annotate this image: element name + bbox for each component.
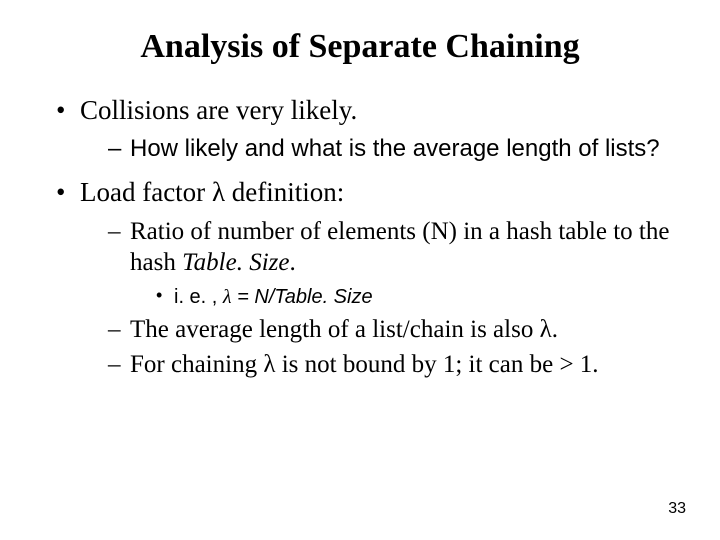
sub-ratio: Ratio of number of elements (N) in a has… [108, 216, 670, 311]
sub-how-likely: How likely and what is the average lengt… [108, 134, 670, 164]
bullet-collisions-text: Collisions are very likely. [80, 95, 357, 125]
lambda-symbol: λ [212, 177, 225, 207]
formula-a: i. e. , [174, 286, 223, 308]
bullet-list: Collisions are very likely. How likely a… [50, 94, 670, 381]
bullet-load-factor: Load factor λ definition: Ratio of numbe… [50, 176, 670, 381]
bound-a: For chaining [130, 351, 263, 378]
formula-lambda: λ [223, 286, 232, 308]
slide: Analysis of Separate Chaining Collisions… [0, 0, 720, 540]
page-number: 33 [668, 500, 686, 518]
bound-lambda: λ [263, 351, 275, 378]
slide-title: Analysis of Separate Chaining [50, 28, 670, 66]
sub-not-bound: For chaining λ is not bound by 1; it can… [108, 349, 670, 380]
sub-list-2: Ratio of number of elements (N) in a has… [80, 216, 670, 381]
sub-how-likely-text: How likely and what is the average lengt… [130, 135, 660, 162]
avg-a: The average length of a list/chain is al… [130, 316, 540, 343]
avg-b: . [552, 316, 558, 343]
sub-ratio-c: . [290, 249, 296, 276]
sub-sub-formula: i. e. , λ = N/Table. Size [156, 284, 670, 310]
bound-b: is not bound by 1; it can be > 1. [275, 351, 598, 378]
sub-ratio-tablesize: Table. Size [182, 249, 289, 276]
sub-list-1: How likely and what is the average lengt… [80, 134, 670, 164]
formula-b: = N/Table. Size [232, 286, 373, 308]
avg-lambda: λ [540, 316, 552, 343]
load-factor-prefix: Load factor [80, 177, 212, 207]
sub-avg-length: The average length of a list/chain is al… [108, 314, 670, 345]
bullet-collisions: Collisions are very likely. How likely a… [50, 94, 670, 164]
load-factor-suffix: definition: [225, 177, 344, 207]
sub-sub-list: i. e. , λ = N/Table. Size [130, 284, 670, 310]
